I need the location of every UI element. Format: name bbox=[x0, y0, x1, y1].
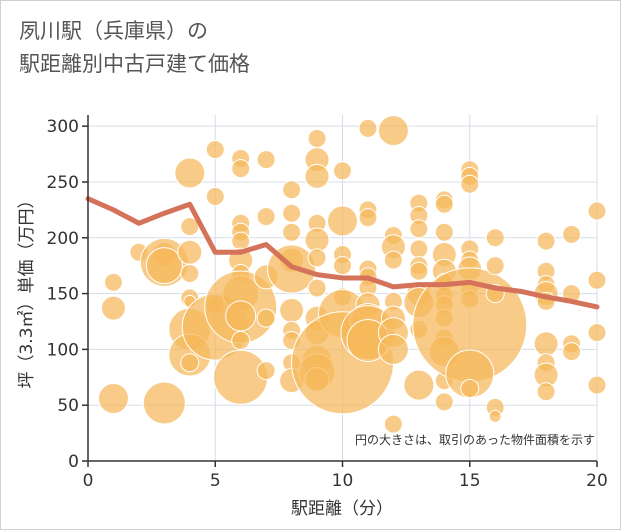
bubble-point bbox=[256, 308, 276, 328]
x-tick-label: 0 bbox=[83, 471, 94, 491]
y-axis-label: 坪（3.3㎡）単価（万円） bbox=[17, 191, 37, 388]
y-tick-label: 300 bbox=[47, 117, 79, 137]
bubble-point bbox=[205, 140, 225, 160]
bubble-point bbox=[485, 256, 505, 276]
bubble-point bbox=[180, 217, 200, 237]
bubble-point bbox=[409, 219, 429, 239]
axis-layer: 0 50 100 150 200 250 300 0 5 10 15 20 bbox=[47, 115, 608, 491]
bubble-point bbox=[205, 186, 225, 206]
average-line-layer bbox=[85, 196, 600, 310]
bubble-point bbox=[282, 203, 302, 223]
bubble-point bbox=[383, 414, 403, 434]
bubble-point bbox=[587, 270, 607, 290]
x-tick-label: 15 bbox=[459, 471, 481, 491]
bubble-point bbox=[485, 228, 505, 248]
bubble-point bbox=[377, 333, 409, 365]
bubble-point bbox=[231, 330, 251, 350]
bubble-point bbox=[307, 278, 327, 298]
y-tick-label: 200 bbox=[47, 229, 79, 249]
bubble-point bbox=[460, 378, 480, 398]
bubble-point bbox=[377, 115, 409, 147]
x-tick-label: 5 bbox=[210, 471, 221, 491]
bubble-point bbox=[256, 150, 276, 170]
y-tick-label: 0 bbox=[68, 452, 79, 472]
bubble-point bbox=[409, 239, 429, 259]
bubble-point bbox=[103, 272, 123, 292]
bubble-point bbox=[282, 180, 302, 200]
x-tick-label: 10 bbox=[332, 471, 354, 491]
bubble-point bbox=[333, 256, 352, 276]
bubble-point bbox=[180, 263, 200, 283]
bubble-layer bbox=[97, 115, 607, 434]
bubble-point bbox=[279, 297, 305, 323]
bubble-point bbox=[177, 239, 203, 265]
bubble-point bbox=[409, 261, 429, 281]
bubble-point bbox=[587, 375, 607, 395]
bubble-point bbox=[145, 247, 183, 285]
bubble-point bbox=[307, 128, 327, 148]
chart-title: 夙川駅（兵庫県）の 駅距離別中古戸建て価格 bbox=[19, 15, 250, 81]
bubble-point bbox=[333, 161, 352, 181]
bubble-point bbox=[307, 248, 327, 268]
bubble-point bbox=[304, 163, 330, 189]
bubble-point bbox=[231, 231, 251, 251]
bubble-point bbox=[536, 382, 556, 402]
bubble-point bbox=[97, 382, 129, 414]
bubble-point bbox=[533, 331, 559, 357]
bubble-point bbox=[100, 295, 126, 321]
bubble-point bbox=[383, 250, 403, 270]
y-tick-label: 100 bbox=[47, 340, 79, 360]
bubble-point bbox=[231, 159, 251, 179]
bubble-point bbox=[562, 224, 582, 244]
bubble-point bbox=[327, 205, 358, 237]
bubble-point bbox=[587, 201, 607, 221]
chart-title-line-2: 駅距離別中古戸建て価格 bbox=[19, 52, 250, 76]
bubble-point bbox=[225, 300, 257, 332]
x-tick-label: 20 bbox=[586, 471, 608, 491]
y-tick-label: 250 bbox=[47, 173, 79, 193]
size-annotation: 円の大きさは、取引のあった物件面積を示す bbox=[355, 432, 595, 447]
bubble-point bbox=[174, 157, 206, 189]
bubble-point bbox=[536, 231, 556, 251]
bubble-point bbox=[460, 174, 480, 194]
bubble-point bbox=[358, 118, 378, 138]
y-tick-label: 50 bbox=[57, 396, 79, 416]
bubble-point bbox=[358, 208, 378, 228]
bubble-point bbox=[434, 222, 454, 242]
bubble-point bbox=[434, 392, 454, 412]
y-tick-label: 150 bbox=[47, 285, 79, 305]
bubble-point bbox=[562, 342, 582, 362]
bubble-point bbox=[256, 361, 276, 381]
bubble-point bbox=[587, 323, 607, 343]
bubble-point bbox=[180, 353, 200, 373]
bubble-point bbox=[142, 381, 186, 425]
bubble-point bbox=[403, 369, 435, 401]
bubble-point bbox=[488, 409, 502, 423]
bubble-point bbox=[434, 194, 454, 214]
average-price-line bbox=[85, 196, 600, 310]
bubble-point bbox=[256, 207, 276, 227]
chart-title-line-1: 夙川駅（兵庫県）の bbox=[19, 19, 208, 43]
x-axis-label: 駅距離（分） bbox=[291, 499, 393, 519]
bubble-point bbox=[282, 222, 302, 242]
